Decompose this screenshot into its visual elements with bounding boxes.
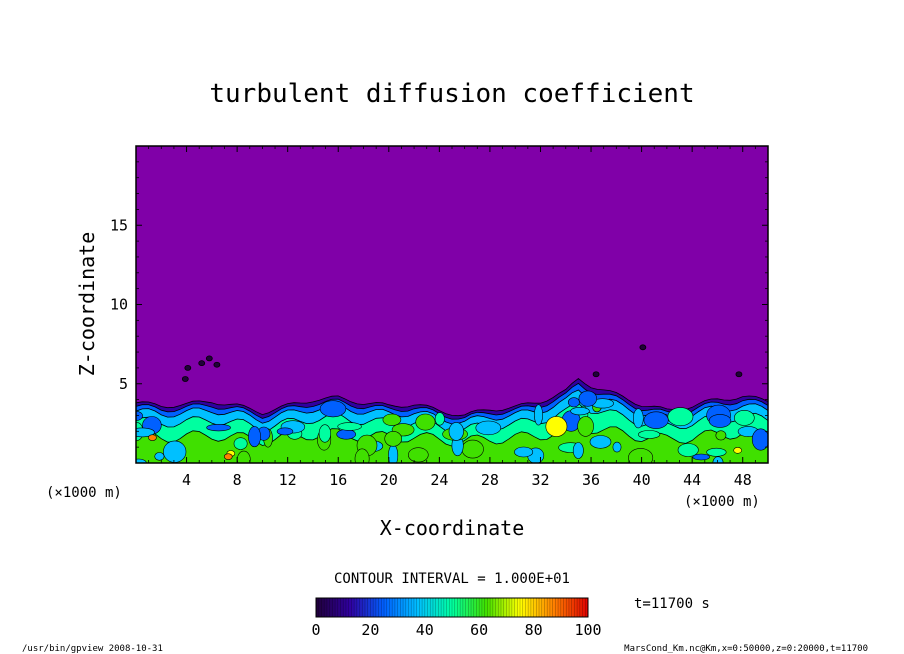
eddy-patch: [461, 439, 484, 459]
eddy-patch: [318, 424, 332, 443]
isolated-blob: [181, 376, 189, 382]
eddy-patch: [637, 430, 661, 439]
contour-interval-label: CONTOUR INTERVAL = 1.000E+01: [334, 571, 570, 587]
eddy-patch: [233, 437, 248, 450]
colorbar-tick-label: 0: [311, 621, 320, 639]
eddy-patch: [407, 447, 429, 463]
isolated-blob: [213, 361, 221, 368]
isolated-blob: [639, 344, 647, 351]
eddy-patch: [237, 450, 251, 463]
y-axis-label: Z-coordinate: [75, 232, 99, 377]
eddy-patch: [677, 443, 699, 457]
eddy-patch: [733, 409, 755, 426]
eddy-patch: [319, 400, 347, 418]
colorbar-tick-label: 40: [416, 621, 434, 639]
colorbar-tick-label: 60: [470, 621, 488, 639]
isolated-blob: [184, 364, 192, 371]
footer-right: MarsCond_Km.nc@Km,x=0:50000,z=0:20000,t=…: [624, 644, 868, 654]
eddy-patch: [276, 427, 294, 436]
hot-spot: [733, 447, 742, 454]
x-tick-label: 20: [380, 471, 398, 489]
x-tick-label: 24: [430, 471, 448, 489]
eddy-patch: [706, 447, 727, 457]
x-tick-label: 8: [233, 471, 242, 489]
eddy-patch: [384, 430, 403, 447]
x-tick-label: 36: [582, 471, 600, 489]
eddy-patch: [643, 411, 669, 429]
eddy-patch: [154, 452, 165, 461]
isolated-blob: [592, 371, 600, 378]
eddy-patch: [628, 448, 654, 463]
eddy-patch: [434, 412, 445, 426]
eddy-patch: [568, 397, 580, 408]
eddy-patch: [136, 410, 143, 421]
eddy-patch: [248, 426, 261, 448]
x-tick-label: 28: [481, 471, 499, 489]
eddy-patch: [337, 422, 362, 431]
x-unit-left: (×1000 m): [46, 485, 122, 501]
x-tick-label: 4: [182, 471, 191, 489]
eddy-patch: [692, 453, 710, 461]
x-tick-label: 12: [279, 471, 297, 489]
eddy-patch: [708, 414, 732, 428]
x-axis: 4 8 12 16 20 24 28 32 36 40 44 48: [148, 146, 756, 489]
eddy-patch: [545, 416, 568, 437]
x-tick-label: 40: [633, 471, 651, 489]
colorbar-tick-label: 80: [525, 621, 543, 639]
eddy-patch: [415, 413, 436, 431]
colorbar-tick-label: 20: [361, 621, 379, 639]
colorbar-frame: [315, 597, 589, 618]
eddy-patch: [448, 422, 464, 441]
eddy-patch: [632, 408, 644, 429]
eddy-patch: [514, 446, 534, 458]
isolated-blob: [205, 355, 213, 362]
eddy-patch: [578, 390, 597, 407]
y-tick-label: 15: [110, 216, 128, 234]
eddy-patch: [572, 442, 584, 459]
eddy-patch: [354, 448, 370, 463]
eddy-patch: [612, 441, 622, 453]
colorbar-contour-lines: [318, 598, 586, 617]
eddy-patch: [715, 430, 727, 441]
eddy-patch: [667, 407, 694, 427]
x-tick-label: 44: [683, 471, 701, 489]
time-label: t=11700 s: [634, 596, 710, 612]
eddy-patch: [475, 420, 502, 436]
x-axis-label: X-coordinate: [380, 516, 525, 540]
colorbar-gradient: [316, 598, 588, 617]
y-tick-label: 10: [110, 296, 128, 314]
eddy-patch: [570, 407, 590, 416]
colorbar: 0 20 40 60 80 100: [311, 597, 602, 639]
y-axis: 5 10 15: [110, 161, 768, 448]
y-tick-label: 5: [119, 375, 128, 393]
isolated-blob: [198, 360, 206, 367]
eddy-patch: [163, 440, 187, 463]
hot-spot: [148, 434, 157, 441]
turbulence-field: [136, 344, 768, 463]
eddy-patch: [533, 404, 543, 426]
eddy-patch: [136, 427, 155, 438]
eddy-patch: [577, 416, 594, 437]
chart-title: turbulent diffusion coefficient: [209, 79, 694, 109]
x-tick-label: 16: [329, 471, 347, 489]
x-unit-right: (×1000 m): [684, 494, 760, 510]
eddy-patch: [382, 413, 402, 426]
colorbar-ticks: 0 20 40 60 80 100: [311, 621, 601, 639]
x-tick-label: 32: [531, 471, 549, 489]
colorbar-tick-label: 100: [574, 621, 601, 639]
eddy-patch: [589, 435, 612, 449]
eddy-patch: [336, 429, 357, 440]
hot-spot: [223, 453, 233, 460]
isolated-blob: [735, 371, 743, 378]
x-tick-label: 48: [734, 471, 752, 489]
eddy-patch: [751, 428, 768, 451]
eddy-patch: [206, 424, 231, 432]
footer-left: /usr/bin/gpview 2008-10-31: [22, 644, 163, 654]
